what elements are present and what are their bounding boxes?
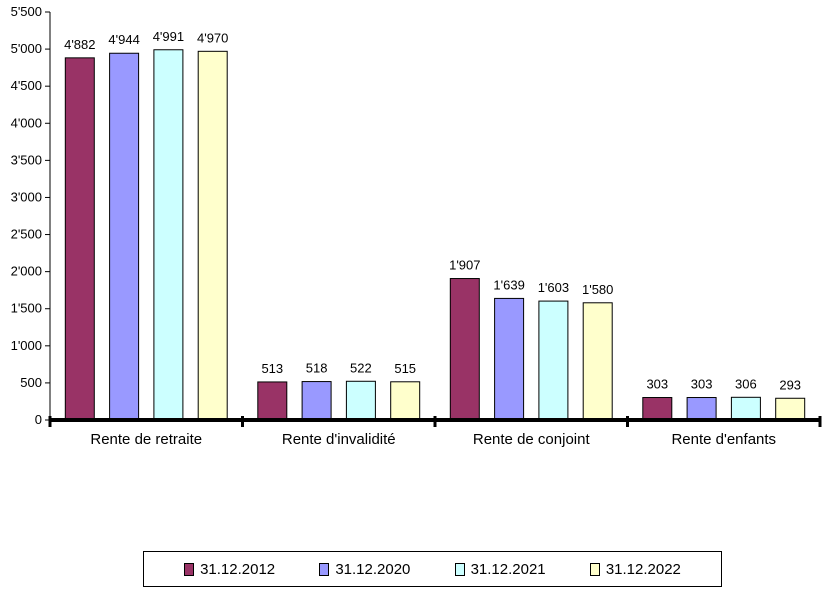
y-tick-label: 2'000 xyxy=(11,264,42,279)
data-label: 4'991 xyxy=(153,29,184,44)
bar xyxy=(642,397,673,421)
y-tick-label: 5'500 xyxy=(11,4,42,19)
legend-item: 31.12.2022 xyxy=(589,560,681,578)
y-tick-label: 500 xyxy=(20,375,42,390)
legend-label: 31.12.2022 xyxy=(605,560,681,578)
bar xyxy=(301,381,332,421)
y-tick-label: 5'000 xyxy=(11,41,42,56)
category-label: Rente d'enfants xyxy=(671,431,776,448)
bar-chart: 0 500 1'000 1'500 2'000 2'500 3'000 3'500 4'000 4… xyxy=(11,4,822,448)
legend: 31.12.2012 31.12.2020 31.12.2021 31.12.2022 xyxy=(143,551,722,587)
data-label: 1'907 xyxy=(449,258,480,273)
data-label: 522 xyxy=(350,360,372,375)
legend-label: 31.12.2012 xyxy=(200,560,276,578)
data-label: 293 xyxy=(779,377,801,392)
y-tick-label: 0 xyxy=(35,412,42,427)
bar xyxy=(257,381,288,421)
bar xyxy=(197,50,228,421)
data-label: 1'580 xyxy=(582,282,613,297)
bar xyxy=(686,397,717,421)
bar xyxy=(775,397,806,421)
legend-item: 31.12.2020 xyxy=(319,561,410,578)
y-tick-label: 3'000 xyxy=(11,189,42,204)
data-label: 303 xyxy=(691,377,713,392)
legend-item: 31.12.2012 xyxy=(184,561,275,578)
legend-label: 31.12.2020 xyxy=(335,560,411,578)
bars: 4'882 4'944 4'991 4'970 513 518 522 515 1'907 1'6… xyxy=(64,29,806,421)
y-tick-label: 1'500 xyxy=(11,301,42,316)
legend-label: 31.12.2021 xyxy=(470,560,546,578)
data-label: 4'882 xyxy=(64,37,95,52)
y-tick-label: 4'500 xyxy=(11,78,42,93)
data-label: 306 xyxy=(735,376,757,391)
x-axis: Rente de retraite Rente d'invalidité Rente… xyxy=(48,416,822,448)
bar xyxy=(538,300,569,421)
y-tick-label: 2'500 xyxy=(11,227,42,242)
category-label: Rente de conjoint xyxy=(473,431,591,448)
bar xyxy=(390,381,421,421)
bar xyxy=(449,278,480,421)
data-label: 4'944 xyxy=(108,32,139,47)
data-label: 4'970 xyxy=(197,30,228,45)
data-label: 1'639 xyxy=(493,277,524,292)
y-tick-label: 1'000 xyxy=(11,338,42,353)
y-tick-label: 3'500 xyxy=(11,152,42,167)
data-label: 513 xyxy=(261,361,283,376)
bar xyxy=(64,57,95,421)
data-label: 1'603 xyxy=(538,280,569,295)
legend-item: 31.12.2021 xyxy=(454,560,546,578)
data-label: 515 xyxy=(394,361,416,376)
legend-swatch xyxy=(454,562,465,576)
bar xyxy=(730,396,761,421)
bar xyxy=(582,302,613,421)
legend-swatch xyxy=(319,562,330,576)
legend-swatch xyxy=(589,562,600,576)
bar xyxy=(109,52,140,421)
data-label: 303 xyxy=(646,377,668,392)
bar xyxy=(153,49,184,421)
y-axis: 0 500 1'000 1'500 2'000 2'500 3'000 3'500 4'000 4… xyxy=(11,4,51,427)
bar xyxy=(494,297,525,421)
data-label: 518 xyxy=(306,361,328,376)
bar xyxy=(345,380,376,421)
y-tick-label: 4'000 xyxy=(11,115,42,130)
category-label: Rente de retraite xyxy=(90,431,202,448)
legend-swatch xyxy=(184,562,195,576)
category-label: Rente d'invalidité xyxy=(282,431,396,448)
